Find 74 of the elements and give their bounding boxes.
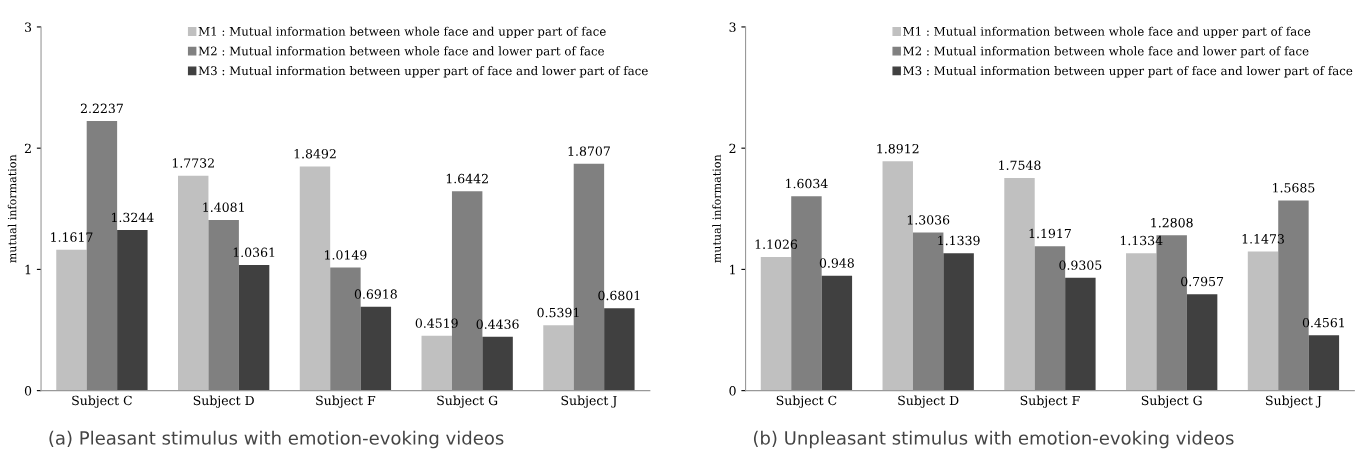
text: (b) Unpleasant stimulus with emotion-evoking videos (753, 430, 1234, 449)
legend-label: M3 : Mutual information between upper part of face and lower part of face (903, 66, 1353, 78)
y-tick-label: 1 (730, 264, 735, 275)
data-label: 1.3244 (112, 212, 154, 223)
bar (604, 308, 635, 391)
bar (238, 265, 270, 391)
data-label: 1.8912 (877, 143, 919, 154)
y-tick-label: 0 (24, 386, 32, 396)
data-label: 1.3036 (907, 215, 950, 225)
data-label: 1.1617 (51, 232, 93, 242)
bar (421, 335, 452, 391)
bar (760, 256, 792, 391)
data-label: 2.2237 (80, 103, 123, 114)
bar (1186, 294, 1218, 391)
bar (56, 249, 87, 391)
bar (943, 253, 974, 391)
bar (360, 306, 392, 391)
bar (1308, 335, 1340, 391)
legend-label: M2 : Mutual information between whole face and lower part of face (198, 46, 604, 58)
data-label: 1.5685 (1273, 183, 1315, 193)
bar (482, 336, 513, 391)
data-label: 1.1473 (1242, 234, 1284, 244)
x-tick-label: Subject D (193, 395, 254, 408)
data-label: 0.5391 (537, 307, 579, 318)
bar (117, 230, 148, 391)
x-tick-label: Subject G (437, 395, 498, 408)
data-label: 0.4436 (476, 319, 519, 329)
bar (1247, 251, 1279, 391)
legend-label: M3 : Mutual information between upper part of face and lower part of face (198, 66, 648, 78)
data-label: 1.1334 (1120, 235, 1163, 246)
data-label: 0.948 (819, 258, 854, 268)
bar (821, 275, 853, 391)
x-tick-label: Subject C (776, 395, 837, 408)
y-tick-label: 3 (729, 22, 736, 32)
x-tick-label: Subject J (1266, 395, 1322, 408)
data-label: 1.6442 (446, 173, 488, 184)
data-label: 1.1026 (755, 239, 798, 249)
x-tick-label: Subject D (898, 395, 959, 408)
x-tick-label: Subject G (1141, 395, 1202, 408)
x-tick-label: Subject C (72, 395, 132, 408)
y-tick-label: 0 (729, 386, 736, 396)
data-label: 1.2808 (1151, 217, 1193, 228)
legend-label: M1 : Mutual information between whole face and upper part of face (903, 26, 1311, 39)
y-axis-title: mutual information (712, 154, 721, 263)
bar (1126, 253, 1157, 391)
y-tick-label: 2 (729, 143, 736, 153)
data-label: 1.1917 (1029, 228, 1071, 239)
data-label: 1.6034 (786, 178, 828, 189)
y-axis-title: mutual information (7, 154, 17, 263)
data-label: 0.4519 (415, 318, 458, 328)
bar (543, 325, 574, 391)
data-label: 0.6801 (598, 290, 640, 301)
data-label: 1.8707 (568, 146, 610, 156)
data-label: 1.4081 (203, 202, 244, 212)
data-label: 1.1339 (938, 235, 980, 246)
x-tick-label: Subject J (561, 395, 617, 408)
bar (1065, 277, 1096, 391)
data-label: 1.0149 (325, 250, 367, 260)
data-label: 0.9305 (1059, 260, 1102, 270)
y-tick-label: 2 (24, 143, 31, 153)
legend-label: M1 : Mutual information between whole face and upper part of face (198, 26, 606, 39)
y-tick-label: 1 (25, 264, 31, 275)
text: (a) Pleasant stimulus with emotion-evoking videos (49, 430, 504, 449)
data-label: 0.7957 (1181, 276, 1224, 287)
data-label: 1.0361 (233, 247, 275, 258)
data-label: 0.4561 (1302, 317, 1344, 328)
x-tick-label: Subject F (1020, 395, 1080, 408)
x-tick-label: Subject F (316, 395, 376, 408)
legend-label: M2 : Mutual information between whole face and lower part of face (903, 46, 1309, 58)
data-label: 1.8492 (294, 149, 336, 159)
y-tick-label: 3 (25, 22, 32, 32)
data-label: 0.6918 (354, 289, 397, 299)
data-label: 1.7548 (999, 160, 1041, 170)
data-label: 1.7732 (172, 158, 214, 168)
